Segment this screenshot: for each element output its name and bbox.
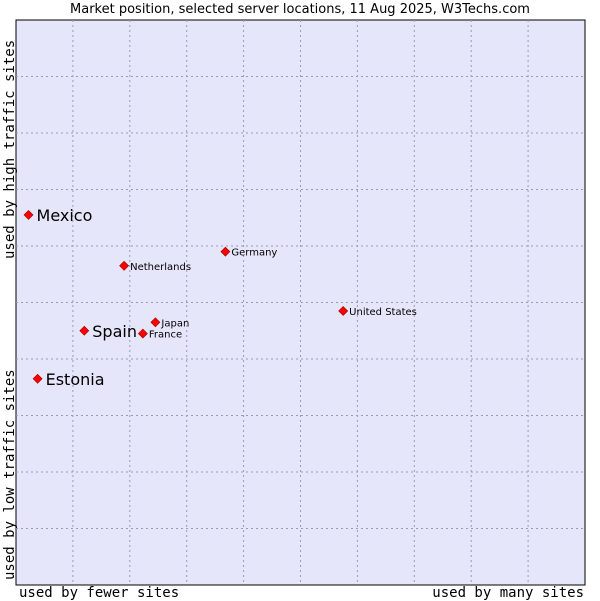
y-axis-label-low: used by low traffic sites: [2, 369, 18, 580]
data-point-germany: Germany: [220, 246, 277, 259]
data-point-netherlands: Netherlands: [119, 260, 191, 273]
x-axis-label-fewer: used by fewer sites: [19, 585, 180, 601]
point-marker: [137, 328, 148, 339]
point-label: Spain: [92, 322, 137, 341]
data-point-mexico: Mexico: [23, 206, 93, 225]
point-label: France: [149, 330, 182, 341]
x-axis-label-many: used by many sites: [432, 585, 584, 601]
point-marker: [23, 210, 34, 220]
point-marker: [338, 306, 349, 316]
point-label: Germany: [231, 248, 277, 259]
point-marker: [119, 260, 130, 271]
chart-title: Market position, selected server locatio…: [70, 2, 530, 17]
point-label: Japan: [160, 318, 189, 329]
point-marker: [32, 373, 43, 384]
point-label: Estonia: [46, 370, 105, 389]
point-label: United States: [349, 307, 417, 318]
point-marker: [150, 317, 161, 328]
data-point-estonia: Estonia: [32, 370, 105, 389]
data-point-japan: Japan: [150, 317, 189, 329]
point-marker: [79, 325, 90, 336]
grid-lines: [16, 20, 585, 585]
data-point-united-states: United States: [338, 306, 417, 318]
data-points: Mexico Germany Netherlands United States Jap…: [23, 206, 417, 389]
point-label: Netherlands: [130, 262, 191, 273]
data-point-france: France: [137, 328, 182, 341]
data-point-spain: Spain: [79, 322, 137, 341]
y-axis-label-high: used by high traffic sites: [2, 39, 18, 259]
point-marker: [220, 246, 231, 257]
point-label: Mexico: [37, 206, 93, 225]
